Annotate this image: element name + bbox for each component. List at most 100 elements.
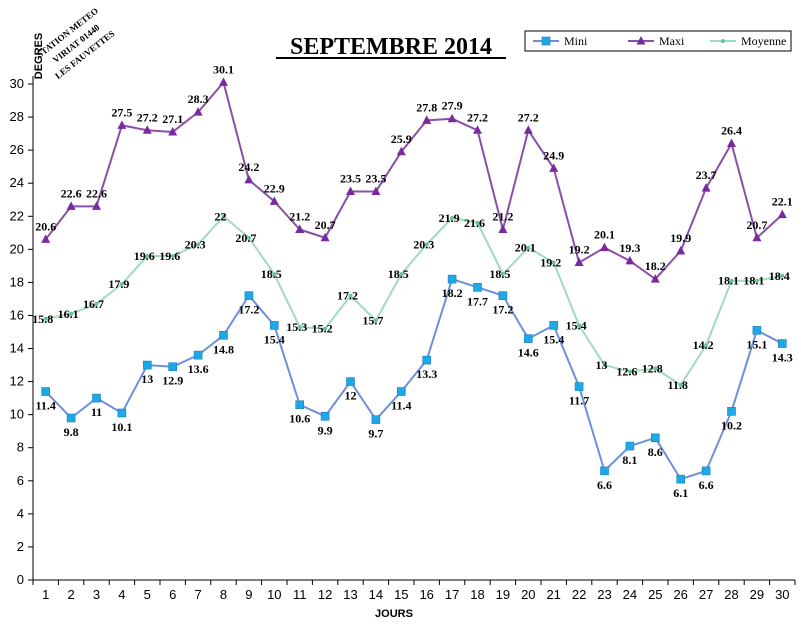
data-label-moyenne: 15.4 xyxy=(566,318,587,332)
data-label-moyenne: 16.1 xyxy=(58,307,79,321)
data-point-maxi xyxy=(320,232,330,242)
data-point-mini xyxy=(193,350,203,360)
data-point-mini xyxy=(498,291,508,300)
data-point-mini xyxy=(346,377,355,386)
x-tick-label: 4 xyxy=(118,587,125,602)
x-tick-label: 18 xyxy=(470,587,484,602)
data-label-maxi: 27.2 xyxy=(467,110,488,124)
data-label-moyenne: 14.2 xyxy=(693,338,714,352)
data-point-maxi xyxy=(41,234,51,243)
data-point-moyenne xyxy=(373,318,378,323)
data-point-maxi xyxy=(498,224,508,233)
data-labels-layer: 11.4 9.8 11 10.1 13 12.9 13.6 14.8 17.2 15.4 10.6 9… xyxy=(32,62,793,500)
data-point-maxi xyxy=(117,120,127,129)
data-label-maxi: 30.1 xyxy=(213,62,234,76)
data-point-moyenne xyxy=(704,343,709,348)
x-tick-label: 2 xyxy=(67,587,74,602)
data-point-mini xyxy=(574,382,584,391)
data-point-moyenne xyxy=(221,214,226,219)
data-label-moyenne: 20.7 xyxy=(235,231,256,245)
x-tick-label: 28 xyxy=(724,587,738,602)
data-point-mini xyxy=(676,474,686,484)
data-label-moyenne: 22 xyxy=(215,209,227,223)
data-label-maxi: 21.2 xyxy=(492,209,513,223)
data-point-moyenne xyxy=(119,282,124,287)
data-label-mini: 18.2 xyxy=(442,286,463,300)
x-tick-label: 3 xyxy=(93,587,100,602)
data-point-mini xyxy=(371,415,381,424)
y-axis-title: DEGRES xyxy=(33,33,45,79)
data-point-moyenne xyxy=(754,278,759,283)
y-tick-label: 26 xyxy=(10,142,24,157)
data-point-maxi xyxy=(371,186,381,195)
x-tick-label: 19 xyxy=(496,587,510,602)
data-label-maxi: 19.2 xyxy=(569,243,590,257)
y-tick-label: 2 xyxy=(17,539,24,554)
legend-marker-mini xyxy=(541,36,551,46)
data-point-maxi xyxy=(244,174,254,184)
data-point-maxi xyxy=(295,224,305,233)
x-tick-label: 21 xyxy=(546,587,560,602)
data-label-maxi: 24.9 xyxy=(543,148,564,162)
data-label-mini: 11.4 xyxy=(36,399,56,413)
data-point-maxi xyxy=(625,255,635,265)
data-label-mini: 10.1 xyxy=(111,420,132,434)
data-point-mini xyxy=(625,441,635,451)
data-point-maxi xyxy=(66,201,76,210)
data-point-mini xyxy=(396,387,406,396)
x-tick-label: 22 xyxy=(572,587,586,602)
data-label-mini: 11.7 xyxy=(569,394,589,408)
x-tick-label: 15 xyxy=(394,587,408,602)
data-label-mini: 6.6 xyxy=(699,478,714,492)
data-point-mini xyxy=(473,283,482,292)
data-label-maxi: 20.1 xyxy=(594,228,615,242)
data-label-maxi: 22.9 xyxy=(264,181,285,195)
data-point-mini xyxy=(701,466,711,476)
data-point-moyenne xyxy=(348,293,353,298)
data-label-mini: 13.6 xyxy=(188,362,209,376)
data-label-mini: 6.1 xyxy=(673,486,688,500)
y-tick-label: 14 xyxy=(10,341,24,356)
data-label-mini: 6.6 xyxy=(597,478,612,492)
data-point-maxi xyxy=(523,125,533,134)
data-point-maxi xyxy=(168,126,178,136)
data-label-moyenne: 18.5 xyxy=(489,267,510,281)
data-point-mini xyxy=(752,326,762,335)
data-point-mini xyxy=(447,274,457,284)
data-label-moyenne: 11.8 xyxy=(668,378,688,392)
data-point-maxi xyxy=(219,77,228,86)
data-label-maxi: 23.7 xyxy=(696,168,717,182)
x-tick-label: 5 xyxy=(144,587,151,602)
data-point-moyenne xyxy=(399,272,404,277)
data-point-moyenne xyxy=(729,278,734,283)
legend: Mini Maxi Moyenne xyxy=(524,30,792,52)
x-tick-label: 13 xyxy=(343,587,357,602)
data-label-mini: 10.6 xyxy=(289,412,310,426)
series-mini xyxy=(41,274,787,484)
x-tick-label: 23 xyxy=(597,587,611,602)
data-label-moyenne: 12.6 xyxy=(616,365,637,379)
legend-marker-moyenne xyxy=(721,39,725,43)
data-label-mini: 14.3 xyxy=(772,351,793,365)
data-label-moyenne: 18.4 xyxy=(769,269,790,283)
x-tick-label: 11 xyxy=(293,587,307,602)
data-label-mini: 12 xyxy=(345,389,357,403)
data-label-mini: 14.8 xyxy=(213,342,234,356)
data-label-mini: 15.4 xyxy=(264,332,285,346)
legend-item-maxi: Maxi xyxy=(628,34,685,48)
data-point-mini xyxy=(269,321,279,330)
data-label-moyenne: 18.1 xyxy=(743,274,764,288)
data-label-maxi: 27.9 xyxy=(442,99,463,113)
data-label-maxi: 27.1 xyxy=(162,112,183,126)
data-label-moyenne: 15.3 xyxy=(286,320,307,334)
data-label-moyenne: 18.5 xyxy=(388,267,409,281)
x-tick-label: 25 xyxy=(648,587,662,602)
x-tick-label: 20 xyxy=(521,587,535,602)
legend-box xyxy=(524,30,792,52)
chart-title: SEPTEMBRE 2014 xyxy=(290,34,492,60)
y-tick-label: 0 xyxy=(17,572,24,587)
data-point-maxi xyxy=(650,274,660,283)
data-point-mini xyxy=(600,466,609,476)
data-point-moyenne xyxy=(297,325,302,330)
